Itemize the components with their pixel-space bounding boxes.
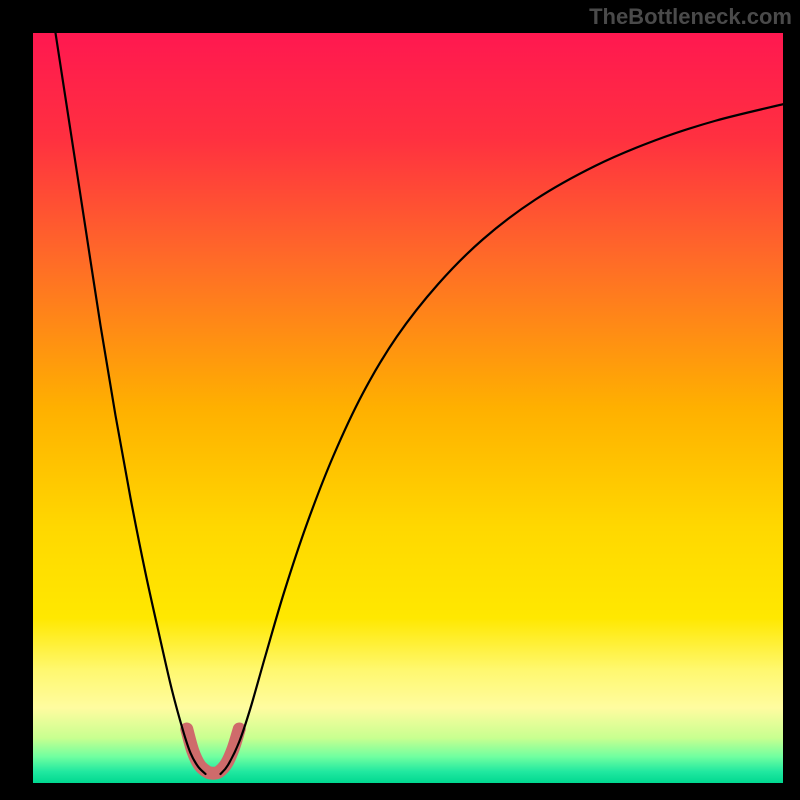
chart-frame: TheBottleneck.com	[0, 0, 800, 800]
plot-svg	[33, 33, 783, 783]
plot-area	[33, 33, 783, 783]
watermark-text: TheBottleneck.com	[589, 4, 792, 30]
gradient-background	[33, 33, 783, 783]
